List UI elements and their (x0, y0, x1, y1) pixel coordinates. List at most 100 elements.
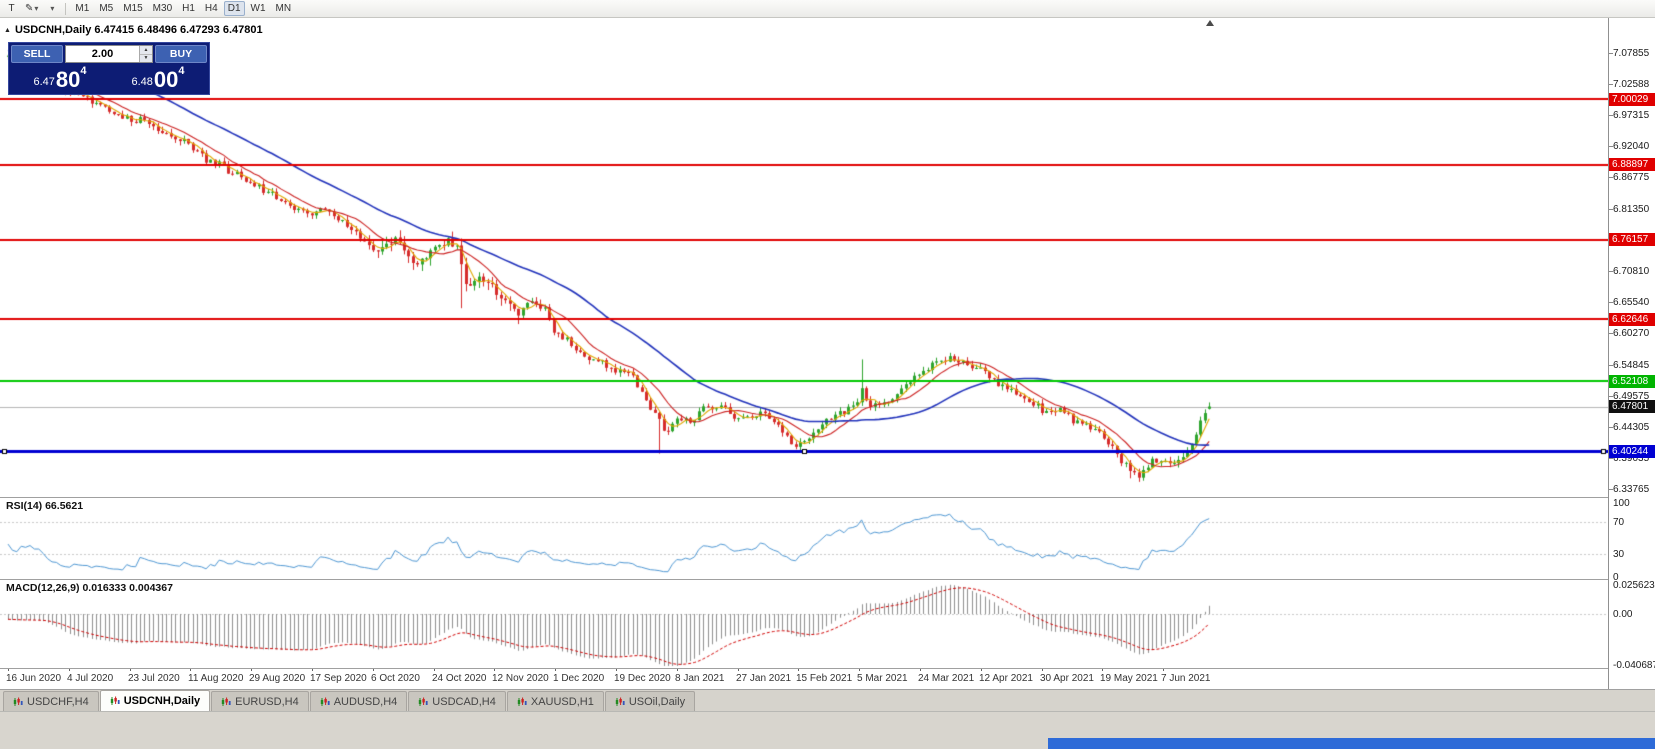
timeframe-button-M15[interactable]: M15 (123, 3, 143, 14)
time-axis-tick (130, 668, 131, 671)
macd-axis-label-0.00: 0.00 (1613, 609, 1633, 620)
chart-shift-marker[interactable] (1206, 20, 1214, 26)
chart-region: ▲ USDCNH,Daily 6.47415 6.48496 6.47293 6… (0, 18, 1608, 689)
price-axis-label: 7.02588 (1613, 78, 1650, 90)
time-axis-label: 6 Oct 2020 (371, 673, 420, 684)
timeframe-button-M5[interactable]: M5 (99, 3, 114, 14)
chevron-down-icon: ▾ (50, 4, 55, 13)
time-axis-tick (434, 668, 435, 671)
time-axis-label: 15 Feb 2021 (796, 673, 853, 684)
time-axis-label: 17 Sep 2020 (310, 673, 367, 684)
tab-label: USOil,Daily (628, 695, 686, 708)
rsi-axis-label-100: 100 (1613, 498, 1630, 509)
timeframe-button-H1[interactable]: H1 (182, 3, 195, 14)
time-axis-label: 16 Jun 2020 (6, 673, 62, 684)
tab-USDCNH,Daily[interactable]: USDCNH,Daily (99, 690, 211, 711)
time-axis-tick (1163, 668, 1164, 671)
timeframe-button-M30[interactable]: M30 (152, 3, 173, 14)
time-axis-label: 19 Dec 2020 (614, 673, 671, 684)
text-tool-button[interactable]: T (8, 3, 15, 14)
volume-input[interactable]: 2.00 ▲ ▼ (65, 45, 153, 63)
time-axis-border (0, 668, 1655, 669)
sell-button[interactable]: SELL (11, 45, 63, 63)
buy-price: 6.48 00 4 (109, 63, 207, 92)
time-axis-tick (859, 668, 860, 671)
time-axis-label: 19 May 2021 (1100, 673, 1158, 684)
time-axis-label: 11 Aug 2020 (188, 673, 244, 684)
time-axis-tick (312, 668, 313, 671)
timeframe-button-MN[interactable]: MN (275, 3, 292, 14)
time-axis-tick (1042, 668, 1043, 671)
time-axis-label: 12 Nov 2020 (492, 673, 549, 684)
tab-USDCHF,H4[interactable]: USDCHF,H4 (3, 691, 99, 711)
price-axis-label: 6.70810 (1613, 266, 1650, 278)
time-axis-tick (190, 668, 191, 671)
sell-price-big: 80 (55, 67, 81, 92)
price-chart-canvas[interactable] (0, 18, 1608, 497)
time-axis-label: 29 Aug 2020 (249, 673, 306, 684)
tab-USDCAD,H4[interactable]: USDCAD,H4 (408, 691, 506, 711)
price-axis-label: 6.60270 (1613, 328, 1650, 340)
price-axis-tick (1609, 146, 1613, 147)
time-axis-tick (981, 668, 982, 671)
volume-up-button[interactable]: ▲ (140, 46, 152, 55)
chart-icon (418, 697, 428, 707)
time-axis-label: 23 Jul 2020 (128, 673, 180, 684)
time-axis-label: 27 Jan 2021 (736, 673, 792, 684)
chevron-down-icon: ▾ (34, 4, 39, 13)
time-axis-tick (251, 668, 252, 671)
time-axis-label: 7 Jun 2021 (1161, 673, 1211, 684)
timeframe-button-W1[interactable]: W1 (250, 3, 266, 14)
rsi-axis-label-0: 0 (1613, 572, 1619, 583)
tab-XAUUSD,H1[interactable]: XAUUSD,H1 (506, 691, 604, 711)
tools-dropdown[interactable]: ▾ (43, 1, 60, 16)
price-axis-tick (1609, 84, 1613, 85)
price-axis-label: 6.92040 (1613, 141, 1650, 153)
price-axis-tick (1609, 365, 1613, 366)
macd-axis-label--0.040687: -0.040687 (1613, 659, 1655, 671)
time-axis-tick (1102, 668, 1103, 671)
pane-splitter-macd[interactable] (0, 579, 1655, 580)
pane-splitter-rsi[interactable] (0, 497, 1655, 498)
time-axis-label: 5 Mar 2021 (857, 673, 908, 684)
price-axis-label: 7.07855 (1613, 47, 1650, 59)
sell-price: 6.47 80 4 (11, 63, 109, 92)
macd-pane-canvas[interactable] (0, 579, 1608, 668)
tab-USOil,Daily[interactable]: USOil,Daily (604, 691, 696, 711)
timeframe-button-M1[interactable]: M1 (75, 3, 90, 14)
volume-down-button[interactable]: ▼ (140, 54, 152, 62)
price-axis-label: 6.54845 (1613, 360, 1650, 372)
time-axis-tick (69, 668, 70, 671)
price-axis-label: 6.86775 (1613, 172, 1650, 184)
buy-button[interactable]: BUY (155, 45, 207, 63)
volume-spinner: ▲ ▼ (139, 46, 152, 62)
macd-label: MACD(12,26,9) 0.016333 0.004367 (6, 582, 173, 594)
price-axis-label: 6.49575 (1613, 391, 1650, 403)
tab-label: USDCHF,H4 (27, 695, 89, 708)
drawing-tool-dropdown[interactable]: ✎ ▾ (21, 1, 42, 16)
tab-label: USDCNH,Daily (123, 695, 201, 707)
timeframe-button-D1[interactable]: D1 (223, 1, 245, 16)
time-axis-tick (798, 668, 799, 671)
rsi-label: RSI(14) 66.5621 (6, 500, 84, 512)
price-badge-7.00029: 7.00029 (1609, 92, 1655, 106)
timeframe-button-H4[interactable]: H4 (204, 3, 218, 14)
time-axis-tick (738, 668, 739, 671)
chart-icon (320, 697, 330, 707)
rsi-pane-canvas[interactable] (0, 497, 1608, 579)
price-axis[interactable]: 7.07855 7.02588 6.97315 6.92040 6.86775 6.813… (1608, 18, 1655, 689)
time-axis-label: 8 Jan 2021 (675, 673, 725, 684)
time-axis-tick (373, 668, 374, 671)
chart-title-text: USDCNH,Daily 6.47415 6.48496 6.47293 6.4… (14, 24, 263, 36)
tab-AUDUSD,H4[interactable]: AUDUSD,H4 (309, 691, 408, 711)
chart-title: ▲ USDCNH,Daily 6.47415 6.48496 6.47293 6… (4, 24, 263, 36)
price-axis-tick (1609, 333, 1613, 334)
trade-panel-price-row: 6.47 80 4 6.48 00 4 (11, 63, 207, 92)
trade-panel-top-row: SELL 2.00 ▲ ▼ BUY (11, 45, 207, 63)
pencil-icon: ✎ (25, 3, 34, 14)
time-axis-label: 24 Oct 2020 (432, 673, 487, 684)
time-axis-label: 1 Dec 2020 (553, 673, 605, 684)
tab-EURUSD,H4[interactable]: EURUSD,H4 (211, 691, 309, 711)
rsi-axis-label-70: 70 (1613, 517, 1625, 529)
one-click-trading-panel: SELL 2.00 ▲ ▼ BUY 6.47 80 4 6.48 00 4 (8, 42, 210, 95)
